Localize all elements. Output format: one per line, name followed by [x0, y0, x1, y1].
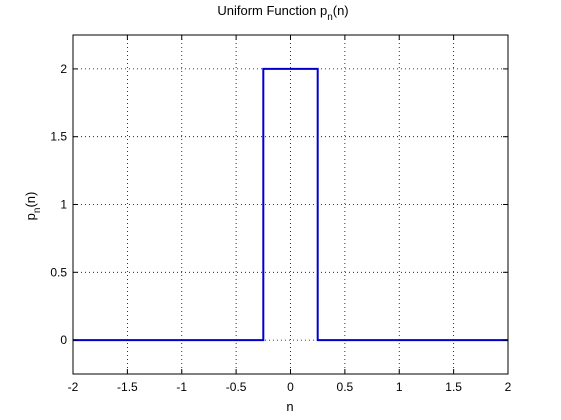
axis-ticks: -2 -1.5 -1 -0.5 0 0.5 1 1.5 2 0 0.5 1 1.5 2	[50, 35, 512, 394]
x-tick-label: 0	[287, 380, 294, 394]
y-tick-label: 2	[60, 62, 67, 76]
x-tick-label: -0.5	[226, 380, 247, 394]
x-axis-label: n	[286, 399, 293, 414]
x-tick-label: -1	[176, 380, 187, 394]
x-tick-label: 2	[505, 380, 512, 394]
x-tick-label: -2	[68, 380, 79, 394]
chart-title: Uniform Function pn(n)	[217, 3, 348, 23]
y-tick-label: 1	[60, 198, 67, 212]
grid	[73, 35, 508, 374]
x-tick-label: 0.5	[337, 380, 354, 394]
plot-series	[73, 67, 508, 342]
y-tick-label: 0.5	[50, 265, 67, 279]
y-axis-label: pn(n)	[23, 192, 43, 221]
y-tick-label: 1.5	[50, 130, 67, 144]
x-tick-label: -1.5	[117, 380, 138, 394]
x-tick-label: 1	[396, 380, 403, 394]
x-tick-label: 1.5	[445, 380, 462, 394]
y-tick-label: 0	[60, 333, 67, 347]
uniform-pdf-line	[73, 67, 508, 342]
